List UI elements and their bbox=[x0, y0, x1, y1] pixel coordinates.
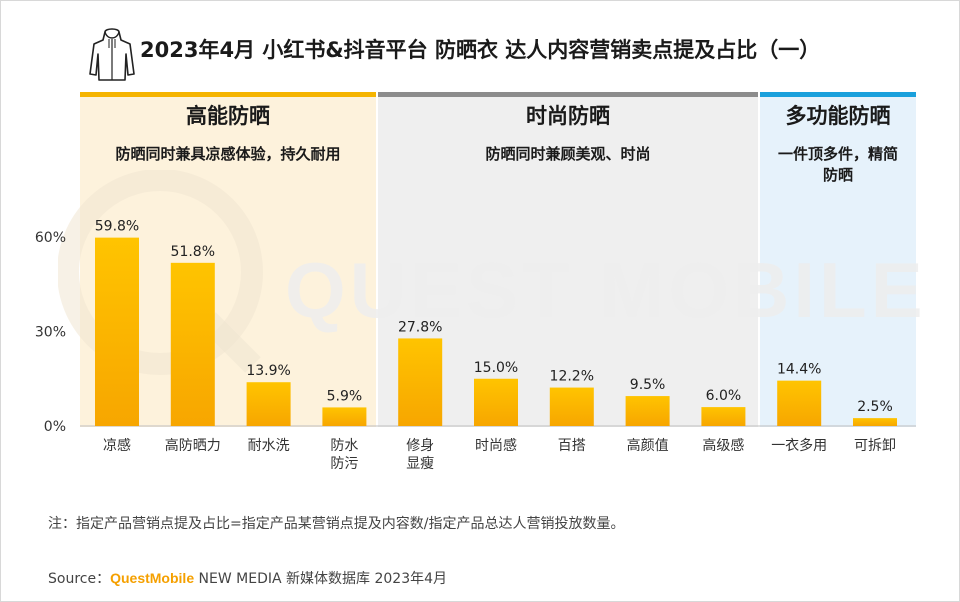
group-title: 时尚防晒 bbox=[526, 104, 610, 128]
category-label: 耐水洗 bbox=[248, 438, 290, 454]
group-title: 高能防晒 bbox=[186, 104, 270, 128]
group-bar bbox=[378, 92, 758, 97]
bar bbox=[95, 237, 139, 426]
y-tick-label: 0% bbox=[44, 419, 66, 435]
bar bbox=[170, 262, 215, 426]
bar bbox=[246, 382, 291, 426]
group-panel-multifunction: 多功能防晒 一件顶多件，精简防晒 bbox=[760, 92, 916, 427]
category-label: 高颜值 bbox=[627, 437, 669, 454]
bar bbox=[625, 396, 670, 426]
category-label: 一衣多用 bbox=[771, 437, 827, 454]
y-tick-label: 30% bbox=[35, 325, 66, 341]
data-label: 51.8% bbox=[171, 244, 215, 260]
hoodie-icon bbox=[89, 28, 135, 81]
group-description: 防晒同时兼具凉感体验，持久耐用 bbox=[115, 145, 341, 163]
data-label: 15.0% bbox=[474, 360, 518, 376]
group-bar bbox=[80, 92, 376, 97]
data-label: 13.9% bbox=[246, 363, 290, 379]
y-tick-label: 60% bbox=[35, 230, 66, 246]
bar bbox=[474, 378, 518, 426]
data-label: 5.9% bbox=[327, 388, 363, 404]
data-label: 6.0% bbox=[706, 388, 742, 404]
group-description: 一件顶多件，精简防晒 bbox=[778, 145, 899, 184]
category-label: 高防晒力 bbox=[165, 437, 221, 454]
source-line: Source：QuestMobile NEW MEDIA 新媒体数据库 2023… bbox=[48, 568, 447, 588]
chart-title: 2023年4月 小红书&抖音平台 防晒衣 达人内容营销卖点提及占比（一） bbox=[140, 38, 821, 62]
bar bbox=[549, 387, 594, 426]
data-label: 12.2% bbox=[550, 369, 594, 385]
group-bar bbox=[760, 92, 916, 97]
data-label: 2.5% bbox=[857, 399, 893, 415]
category-label: 修身显瘦 bbox=[406, 438, 434, 472]
group-title: 多功能防晒 bbox=[785, 104, 891, 128]
watermark-text: QUEST MOBILE bbox=[285, 246, 927, 334]
category-label: 时尚感 bbox=[475, 437, 517, 454]
category-label: 可拆卸 bbox=[854, 438, 896, 454]
category-label: 凉感 bbox=[103, 437, 131, 454]
data-label: 59.8% bbox=[95, 219, 139, 235]
footnote: 注：指定产品营销点提及占比=指定产品某营销点提及内容数/指定产品总达人营销投放数… bbox=[48, 516, 625, 532]
bar bbox=[853, 418, 897, 426]
source-prefix: Source： bbox=[48, 571, 111, 587]
data-label: 9.5% bbox=[630, 377, 666, 393]
source-suffix: NEW MEDIA 新媒体数据库 2023年4月 bbox=[194, 571, 448, 587]
category-label: 高级感 bbox=[702, 437, 744, 454]
group-description: 防晒同时兼顾美观、时尚 bbox=[485, 145, 651, 163]
watermark-logo-icon bbox=[58, 170, 263, 375]
bar bbox=[701, 407, 746, 426]
source-brand: QuestMobile bbox=[110, 570, 195, 586]
bar bbox=[777, 380, 822, 426]
category-label: 百搭 bbox=[558, 438, 586, 454]
bar bbox=[322, 407, 367, 426]
bar bbox=[398, 338, 443, 426]
data-label: 27.8% bbox=[398, 319, 442, 335]
data-label: 14.4% bbox=[777, 362, 821, 378]
category-label: 防水防污 bbox=[330, 438, 358, 472]
